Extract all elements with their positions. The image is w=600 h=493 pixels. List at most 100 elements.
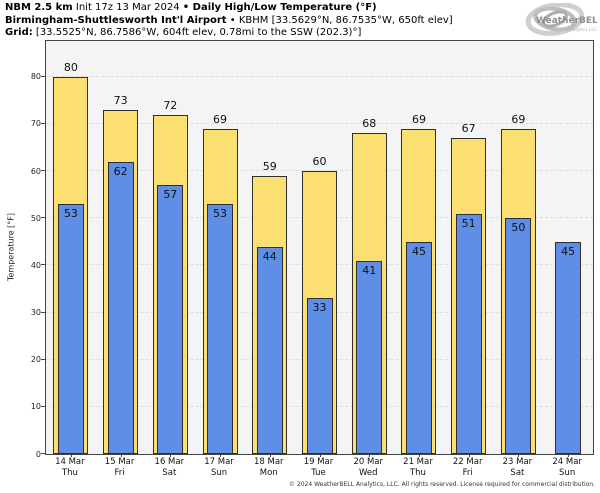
y-tick-label-60: 60: [30, 166, 41, 176]
x-tick-10: [568, 454, 570, 457]
high-value-label: 72: [163, 98, 178, 112]
low-value-label: 41: [362, 263, 377, 277]
low-bar: [256, 246, 283, 454]
x-tick-label: 16 Mar Sat: [144, 457, 194, 479]
x-tick-label: 22 Mar Fri: [443, 457, 493, 479]
x-tick-9: [518, 454, 520, 457]
high-value-label: 69: [213, 112, 228, 126]
high-value-label: 68: [362, 117, 377, 131]
header-line-1: NBM 2.5 km Init 17z 13 Mar 2024 • Daily …: [5, 2, 453, 15]
x-tick-label-day: Sat: [510, 468, 525, 478]
y-tick-label-0: 0: [35, 449, 41, 459]
x-tick-label-day: Thu: [409, 468, 426, 478]
x-tick-label: 19 Mar Tue: [294, 457, 344, 479]
x-tick-4: [269, 454, 271, 457]
y-tick-0: [41, 453, 46, 454]
init-time: Init 17z 13 Mar 2024: [72, 2, 183, 13]
product-name: • Daily High/Low Temperature (°F): [182, 2, 377, 13]
gridline-80: [46, 75, 593, 77]
x-tick-label: 14 Mar Thu: [45, 457, 95, 479]
high-value-label: 80: [63, 60, 78, 74]
low-bar: [555, 241, 582, 454]
model-name: NBM 2.5 km: [5, 2, 73, 13]
low-value-label: 44: [262, 249, 277, 263]
x-tick-label-date: 18 Mar: [253, 457, 284, 467]
gridline-70: [46, 122, 593, 124]
low-value-label: 53: [63, 207, 78, 221]
x-tick-1: [120, 454, 122, 457]
y-tick-40: [41, 264, 46, 266]
weatherbell-logo: WeatherBELL Analytics LLC: [525, 2, 600, 37]
x-tick-label-date: 16 Mar: [154, 457, 185, 467]
high-value-label: 73: [113, 93, 128, 107]
y-tick-label-50: 50: [30, 213, 41, 223]
y-tick-20: [41, 358, 46, 360]
chart-header: NBM 2.5 km Init 17z 13 Mar 2024 • Daily …: [5, 2, 453, 40]
x-tick-label: 17 Mar Sun: [194, 457, 244, 479]
copyright-notice: © 2024 WeatherBELL Analytics, LLC. All r…: [289, 481, 595, 488]
x-tick-7: [418, 454, 420, 457]
low-value-label: 62: [113, 164, 128, 178]
low-bar: [306, 298, 333, 454]
y-tick-label-80: 80: [30, 72, 41, 82]
x-tick-label-day: Tue: [311, 468, 326, 478]
x-tick-label-date: 21 Mar: [403, 457, 433, 467]
x-tick-label-date: 20 Mar: [353, 457, 383, 467]
grid-label: Grid:: [5, 27, 33, 38]
low-value-label: 50: [511, 221, 526, 235]
x-tick-label: 18 Mar Mon: [244, 457, 294, 479]
y-tick-80: [41, 75, 46, 77]
x-tick-label-date: 15 Mar: [104, 457, 135, 467]
y-tick-label-30: 30: [30, 308, 41, 318]
high-value-label: 69: [511, 112, 526, 126]
plot-area: 0 10 20 30 40 50 60 70 80 80 53 73 62 72 57 69 53 59 44 60 3…: [31, 40, 594, 459]
x-tick-label-date: 23 Mar: [502, 457, 533, 467]
y-tick-label-40: 40: [30, 260, 41, 270]
low-value-label: 51: [461, 216, 476, 230]
low-value-label: 45: [411, 244, 426, 258]
x-tick-label-day: Sun: [559, 468, 576, 478]
y-tick-70: [41, 122, 46, 124]
weatherbell-swirl-icon: WeatherBELL Analytics LLC: [525, 2, 600, 36]
x-tick-label-date: 19 Mar: [303, 457, 334, 467]
low-bar: [505, 218, 532, 454]
y-tick-label-10: 10: [30, 402, 41, 412]
low-value-label: 57: [163, 188, 178, 202]
low-bar: [207, 204, 234, 454]
x-tick-label-day: Wed: [358, 468, 378, 478]
high-value-label: 69: [411, 112, 426, 126]
y-tick-10: [41, 405, 46, 407]
x-tick-label-day: Fri: [114, 468, 125, 478]
logo-subtext: Analytics LLC: [567, 27, 597, 33]
station-name: Birmingham-Shuttlesworth Int'l Airport: [5, 14, 227, 26]
logo-text: WeatherBELL: [536, 16, 597, 26]
x-tick-label-day: Sun: [210, 468, 228, 478]
x-tick-5: [319, 454, 321, 457]
high-value-label: 67: [461, 122, 476, 136]
x-tick-2: [170, 454, 172, 457]
high-value-label: 60: [312, 155, 327, 169]
high-value-label: 59: [262, 159, 277, 173]
x-tick-label: 24 Mar Sun: [542, 457, 592, 479]
x-tick-label: 21 Mar Thu: [393, 457, 443, 479]
low-value-label: 33: [312, 301, 327, 315]
y-tick-50: [41, 217, 46, 219]
x-tick-label-date: 22 Mar: [452, 457, 483, 467]
x-tick-6: [369, 454, 371, 457]
station-details: • KBHM [33.5629°N, 86.7535°W, 650ft elev…: [226, 14, 453, 26]
y-tick-label-20: 20: [30, 355, 41, 365]
x-tick-label-day: Thu: [61, 468, 78, 478]
header-line-2: Birmingham-Shuttlesworth Int'l Airport •…: [5, 15, 453, 28]
x-tick-label-date: 17 Mar: [204, 457, 234, 467]
x-tick-label-day: Sat: [162, 468, 177, 478]
y-tick-30: [41, 311, 46, 313]
x-tick-label-day: Mon: [259, 468, 278, 478]
grid-details: [33.5525°N, 86.7586°W, 604ft elev, 0.78m…: [32, 27, 362, 38]
gridline-60: [46, 170, 593, 172]
header-line-3: Grid: [33.5525°N, 86.7586°W, 604ft elev,…: [5, 27, 453, 40]
x-tick-label-day: Fri: [462, 468, 473, 478]
low-bar: [356, 260, 383, 454]
y-axis-title: Temperature [°F]: [6, 212, 16, 282]
low-bar: [405, 241, 432, 454]
